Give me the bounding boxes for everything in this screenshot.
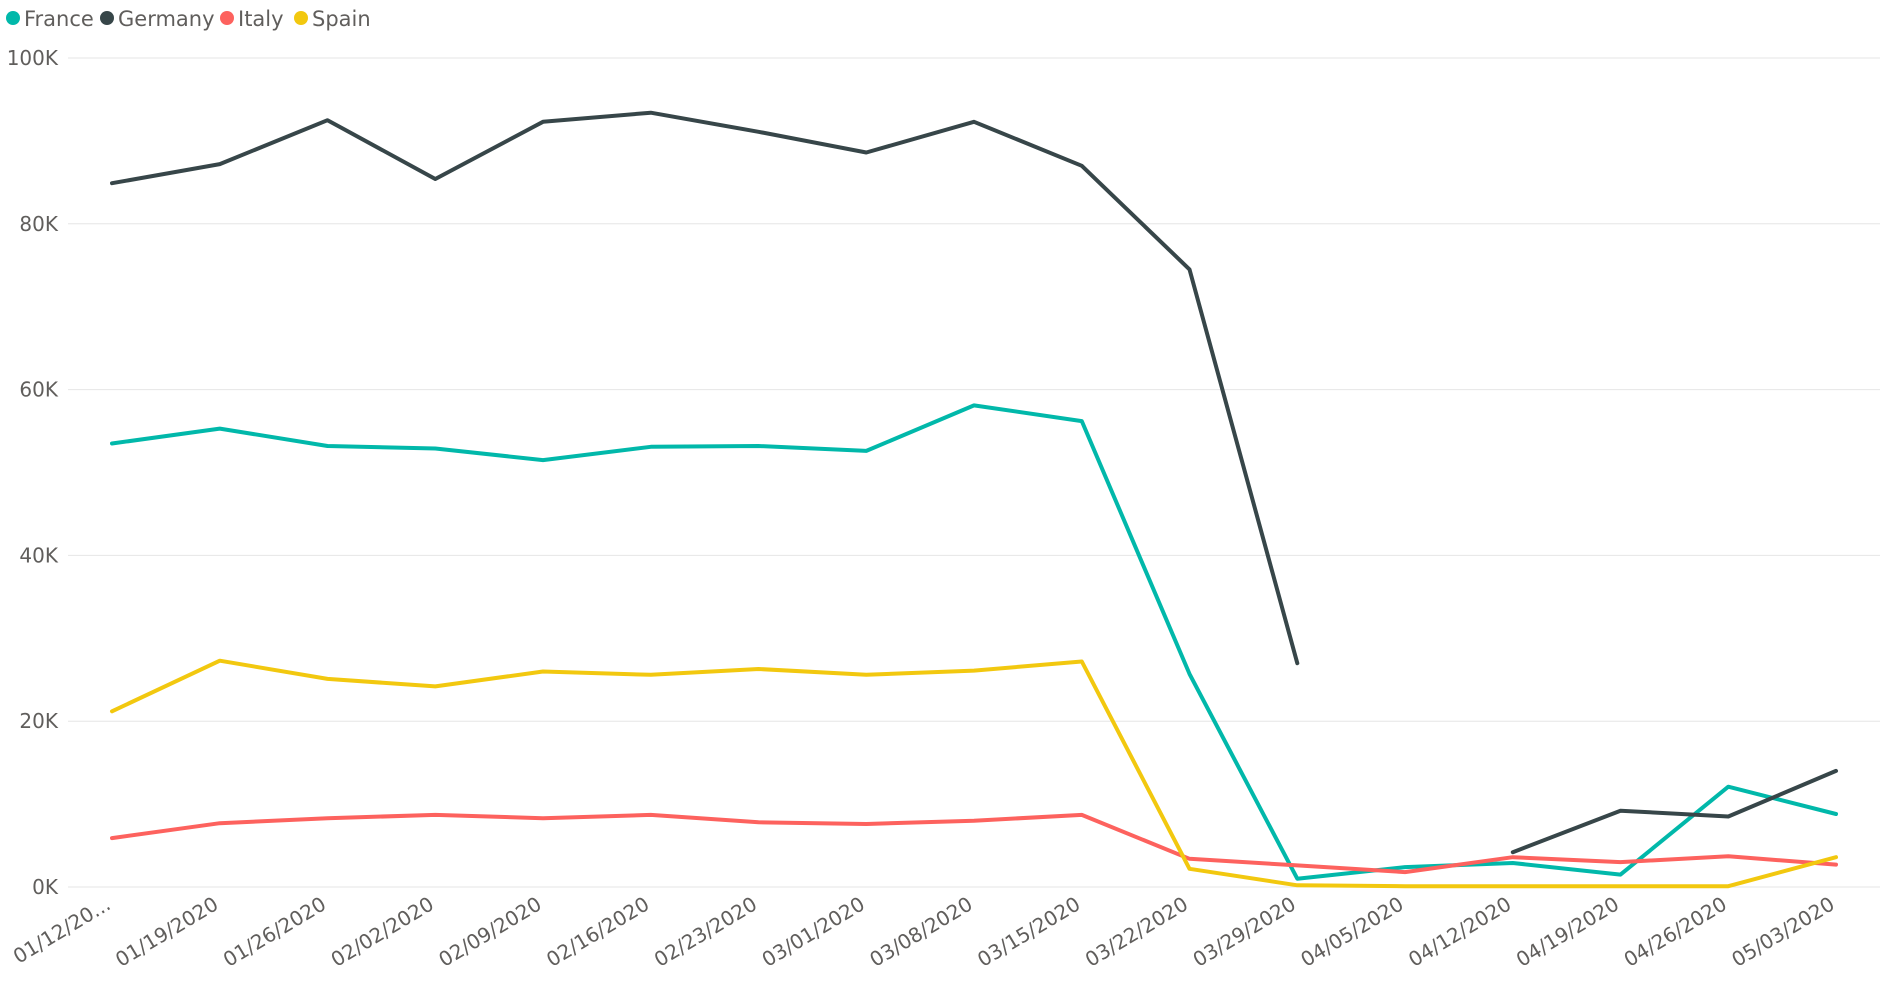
x-tick-label: 04/26/2020 — [1620, 892, 1731, 972]
x-tick-label: 02/23/2020 — [650, 892, 761, 972]
series-line-france[interactable] — [110, 403, 1838, 881]
legend-item-germany[interactable]: Germany — [100, 7, 215, 31]
legend[interactable]: France Germany Italy Spain — [6, 7, 371, 31]
x-tick-label: 02/16/2020 — [542, 892, 653, 972]
x-tick-label: 02/02/2020 — [327, 892, 438, 972]
x-tick-label: 01/26/2020 — [219, 892, 330, 972]
y-axis: 0K 20K 40K 60K 80K 100K — [7, 46, 59, 899]
series-line-spain[interactable] — [110, 658, 1838, 889]
x-tick-label: 01/12/20... — [9, 892, 115, 969]
series-line-italy[interactable] — [110, 812, 1838, 875]
x-tick-label: 04/12/2020 — [1404, 892, 1515, 972]
y-tick-label: 60K — [19, 378, 58, 402]
x-tick-label: 03/22/2020 — [1081, 892, 1192, 972]
series-line-germany[interactable] — [110, 110, 1838, 855]
series-lines — [110, 110, 1838, 889]
x-tick-label: 03/15/2020 — [973, 892, 1084, 972]
y-tick-label: 100K — [7, 46, 59, 70]
x-tick-label: 05/03/2020 — [1727, 892, 1838, 972]
y-tick-label: 0K — [32, 875, 59, 899]
series-france — [110, 403, 1838, 881]
series-italy — [110, 812, 1838, 875]
x-tick-label: 01/19/2020 — [111, 892, 222, 972]
legend-marker-france — [6, 11, 20, 25]
legend-label: France — [24, 7, 94, 31]
legend-label: Italy — [238, 7, 284, 31]
x-tick-label: 03/01/2020 — [758, 892, 869, 972]
legend-marker-spain — [294, 11, 308, 25]
legend-item-italy[interactable]: Italy — [220, 7, 284, 31]
legend-marker-germany — [100, 11, 114, 25]
y-tick-label: 40K — [19, 543, 58, 567]
y-tick-label: 20K — [19, 709, 58, 733]
series-germany — [110, 110, 1838, 855]
gridlines — [68, 57, 1880, 888]
legend-marker-italy — [220, 11, 234, 25]
series-spain — [110, 658, 1838, 889]
x-tick-label: 03/08/2020 — [865, 892, 976, 972]
legend-label: Germany — [118, 7, 215, 31]
x-tick-label: 04/19/2020 — [1512, 892, 1623, 972]
x-tick-label: 02/09/2020 — [434, 892, 545, 972]
legend-label: Spain — [312, 7, 371, 31]
legend-item-spain[interactable]: Spain — [294, 7, 371, 31]
y-tick-label: 80K — [19, 212, 58, 236]
legend-item-france[interactable]: France — [6, 7, 94, 31]
x-tick-label: 03/29/2020 — [1189, 892, 1300, 972]
x-axis: 01/12/20...01/19/202001/26/202002/02/202… — [9, 892, 1839, 972]
x-tick-label: 04/05/2020 — [1296, 892, 1407, 972]
